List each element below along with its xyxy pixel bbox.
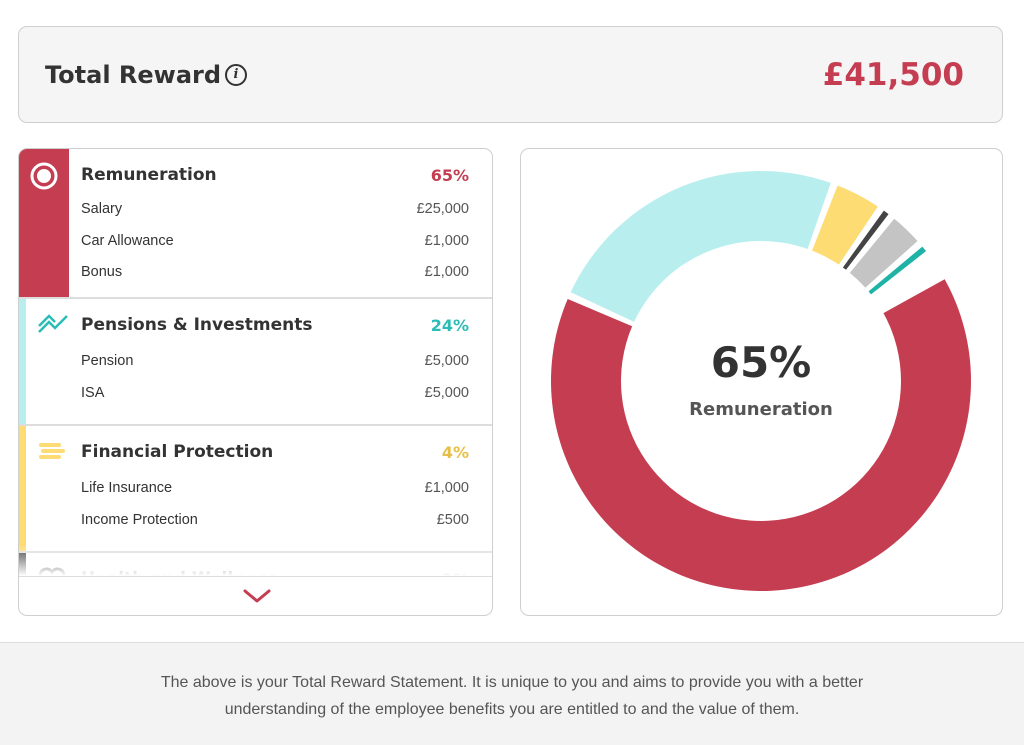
donut-segment[interactable] [849, 218, 918, 288]
item-label: Life Insurance [81, 480, 173, 496]
item-label: ISA [81, 384, 105, 401]
section-pct: 4% [441, 443, 469, 462]
section-icon [37, 312, 71, 341]
scroll-button[interactable] [19, 576, 492, 615]
footer-text: The above is your Total Reward Statement… [160, 674, 864, 718]
breakdown-panel: Remuneration 65% Salary £25,000 Car Allowanc… [18, 148, 493, 616]
donut-segment[interactable] [570, 170, 831, 322]
item-label: Salary [81, 201, 123, 217]
section-title: Financial Protection [81, 442, 274, 462]
section-bar [19, 299, 26, 424]
section-title: Remuneration [81, 165, 217, 185]
donut-segment[interactable] [842, 210, 889, 270]
item-amount: £5,000 [424, 353, 469, 369]
section-icon [37, 439, 67, 468]
item-label: Bonus [81, 264, 123, 280]
section: Remuneration 65% Salary £25,000 Car Allowanc… [19, 149, 492, 299]
item-amount: £25,000 [416, 201, 469, 217]
item-amount: £1,000 [424, 264, 469, 280]
item-label: Pension [81, 353, 134, 369]
total: £41,500 [822, 57, 964, 93]
section-pct: 65% [430, 166, 469, 185]
item-amount: £5,000 [424, 384, 469, 401]
center-value: 65% [711, 338, 812, 387]
item-amount: £1,000 [424, 232, 469, 249]
fade [19, 544, 492, 576]
title: Total Reward [45, 61, 222, 89]
header: Total Reward i £41,500 [18, 26, 1003, 123]
section: Financial Protection 4% Life Insurance £1,0… [19, 426, 492, 553]
item-amount: £500 [436, 511, 469, 528]
donut-segment[interactable] [868, 246, 927, 295]
chevron [243, 589, 271, 603]
section-title: Pensions & Investments [81, 315, 313, 335]
item-amount: £1,000 [424, 480, 469, 496]
item-label: Income Protection [81, 511, 198, 528]
info-icon[interactable]: i [225, 64, 247, 86]
section: Pensions & Investments 24% Pension £5,000 IS… [19, 299, 492, 426]
section-bar [19, 426, 26, 551]
section-icon [29, 161, 59, 196]
donut-segment[interactable] [551, 279, 971, 591]
donut-chart: 65% Remuneration [551, 170, 971, 591]
item-label: Car Allowance [81, 232, 174, 249]
donut-segment[interactable] [812, 185, 878, 265]
chart-panel: 65% Remuneration [520, 148, 1003, 616]
section-list: Remuneration 65% Salary £25,000 Car Allowanc… [19, 149, 492, 576]
center-label: Remuneration [689, 399, 833, 420]
section-pct: 24% [430, 316, 469, 335]
footer: The above is your Total Reward Statement… [0, 642, 1024, 745]
